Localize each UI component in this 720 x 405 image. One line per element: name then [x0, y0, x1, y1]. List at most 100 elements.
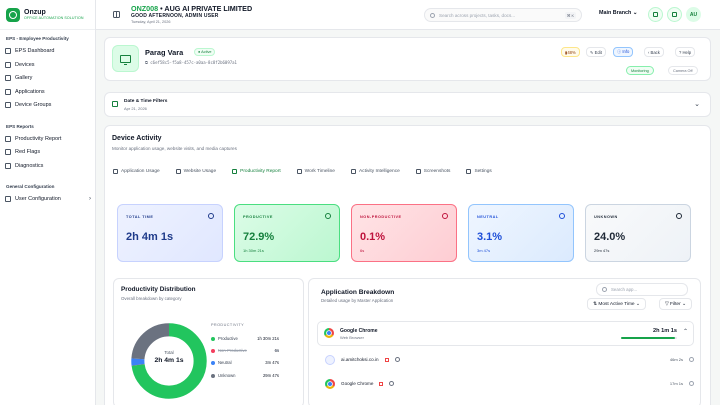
- tab-screenshots[interactable]: Screenshots: [414, 162, 453, 180]
- sidebar-item-devices[interactable]: Devices: [5, 59, 91, 70]
- legend-item-unknown[interactable]: Unknown 29m 47s: [211, 371, 279, 380]
- gear-icon: [466, 168, 472, 174]
- status-badge: ● Active: [194, 48, 216, 56]
- tab-activity-intelligence[interactable]: Activity Intelligence: [349, 162, 402, 180]
- app-progress-bar: [621, 337, 677, 339]
- stat-value: 0.1%: [360, 231, 386, 243]
- flag-icon: [5, 148, 11, 155]
- chevron-up-icon[interactable]: ⌃: [682, 329, 688, 335]
- chrome-icon: [325, 378, 335, 389]
- app-search-input[interactable]: Search app...: [596, 283, 688, 296]
- more-icon[interactable]: [689, 357, 694, 362]
- tab-application-usage[interactable]: Application Usage: [111, 162, 162, 180]
- back-button[interactable]: ‹ Back: [644, 47, 664, 57]
- pulse-icon: [350, 168, 356, 174]
- sidebar-item-label: Device Groups: [15, 101, 52, 108]
- chevron-right-icon: ›: [89, 195, 91, 202]
- brand[interactable]: Onzup OFFICE AUTOMATION SOLUTION: [0, 0, 95, 30]
- stat-neutral: NEUTRAL 3.1% 3m 47s: [468, 204, 574, 262]
- productivity-distribution-card: Productivity Distribution Overall breakd…: [113, 278, 304, 405]
- notifications-button[interactable]: [648, 7, 663, 22]
- list-item[interactable]: Google Chrome 17m 1s: [325, 377, 694, 390]
- brand-logo-icon: [6, 7, 20, 22]
- chevron-down-icon: ⌄: [632, 10, 638, 16]
- sidebar-item-label: EPS Dashboard: [15, 47, 55, 54]
- tab-work-timeline[interactable]: Work Timeline: [295, 162, 337, 180]
- chrome-icon: [324, 328, 334, 338]
- sidebar-item-device-groups[interactable]: Device Groups: [5, 99, 91, 110]
- tab-website-usage[interactable]: Website Usage: [174, 162, 218, 180]
- row-name: Google Chrome: [341, 381, 374, 386]
- legend-title: PRODUCTIVITY: [211, 323, 245, 327]
- search-icon: [602, 287, 607, 292]
- sidebar-item-applications[interactable]: Applications: [5, 86, 91, 97]
- global-search-input[interactable]: Search across projects, tasks, docs... ⌘…: [424, 8, 582, 22]
- application-breakdown-card: Application Breakdown Detailed usage by …: [308, 278, 701, 405]
- search-placeholder: Search across projects, tasks, docs...: [439, 12, 516, 18]
- info-button[interactable]: ⓘ Info: [613, 47, 634, 57]
- more-icon[interactable]: [689, 381, 694, 386]
- clock-icon[interactable]: [389, 381, 395, 386]
- sidebar-item-red-flags[interactable]: Red Flags: [5, 146, 91, 157]
- legend-item-productive[interactable]: Productive 1h 30m 21s: [211, 334, 279, 343]
- bell-icon: [653, 12, 658, 17]
- device-avatar: [112, 45, 139, 72]
- search-icon: [430, 12, 435, 18]
- flag-icon[interactable]: [384, 357, 389, 362]
- filter-select[interactable]: ▽ Filter ⌄: [659, 298, 693, 310]
- legend-item-neutral[interactable]: Neutral 3m 47s: [211, 358, 279, 367]
- sidebar-item-label: Applications: [15, 88, 45, 95]
- row-name: ai.amitchoksi.co.in: [341, 357, 379, 362]
- sidebar-item-gallery[interactable]: Gallery: [5, 72, 91, 83]
- device-uuid[interactable]: ⧉ c6ef58c5-f5a8-457c-a0aa-8c8f2b6097a1: [145, 60, 237, 65]
- current-date: Tuesday, April 21, 2026: [131, 20, 171, 24]
- sidebar-item-user-configuration[interactable]: User Configuration ›: [5, 193, 91, 204]
- donut-slice-neutral[interactable]: [131, 323, 207, 399]
- legend-dot: [211, 336, 215, 341]
- donut-center-value: 2h 4m 1s: [154, 357, 184, 364]
- legend-dot: [211, 348, 215, 353]
- support-button[interactable]: [667, 7, 682, 22]
- date-time-filters[interactable]: Date & Time Filters Apr 21, 2026 ⌄: [104, 92, 711, 117]
- sort-select[interactable]: ⇅ Most Active Time ⌄: [587, 298, 646, 310]
- sidebar-toggle-icon[interactable]: [113, 11, 120, 18]
- stat-non-productive: NON-PRODUCTIVE 0.1% 6s: [351, 204, 457, 262]
- user-avatar[interactable]: AU: [686, 7, 701, 22]
- sidebar-item-eps-dashboard[interactable]: EPS Dashboard: [5, 45, 91, 56]
- list-item[interactable]: ai.amitchoksi.co.in 46m 2s: [325, 353, 694, 366]
- battery-indicator: ▮ 48%: [561, 47, 580, 57]
- sidebar-item-label: Red Flags: [15, 148, 41, 155]
- branch-selector[interactable]: Main Branch ⌄: [599, 10, 637, 16]
- edit-button[interactable]: ✎ Edit: [586, 47, 606, 57]
- sidebar-item-diagnostics[interactable]: Diagnostics: [5, 160, 91, 171]
- sidebar: Onzup OFFICE AUTOMATION SOLUTION EPS - E…: [0, 0, 96, 405]
- stat-sub: 29m 47s: [594, 248, 610, 253]
- camera-off-pill[interactable]: Camera Off: [668, 66, 698, 75]
- activity-subtitle: Monitor application usage, website visit…: [112, 146, 237, 151]
- help-button[interactable]: ? Help: [675, 47, 696, 57]
- filter-icon: [112, 101, 118, 107]
- group-icon: [5, 101, 11, 108]
- sidebar-item-label: Diagnostics: [15, 162, 44, 169]
- org-separator: •: [158, 4, 165, 13]
- breakdown-title: Application Breakdown: [321, 289, 395, 296]
- flag-icon[interactable]: [379, 381, 384, 386]
- monitoring-pill[interactable]: Monitoring: [626, 66, 654, 75]
- row-value: 17m 1s: [669, 381, 683, 386]
- stat-value: 2h 4m 1s: [126, 231, 174, 243]
- legend-dot: [211, 360, 215, 365]
- app-group-google-chrome[interactable]: Google Chrome Web Browser 2h 1m 1s ⌃: [317, 321, 694, 346]
- sidebar-section-eps: EPS - Employee Productivity: [6, 36, 69, 41]
- tab-settings[interactable]: Settings: [464, 162, 493, 180]
- sidebar-item-productivity-report[interactable]: Productivity Report: [5, 133, 91, 144]
- clock-icon[interactable]: [394, 357, 400, 362]
- donut-slice-productive[interactable]: [131, 323, 207, 399]
- tab-productivity-report[interactable]: Productivity Report: [230, 162, 283, 180]
- chevron-down-icon[interactable]: ⌄: [694, 101, 700, 108]
- filters-date: Apr 21, 2026: [124, 106, 147, 111]
- distribution-title: Productivity Distribution: [121, 286, 196, 293]
- legend-item-non-productive[interactable]: Non-Productive 6s: [211, 346, 279, 355]
- app-progress-fill: [621, 337, 676, 339]
- stat-sub: 6s: [360, 248, 365, 253]
- stat-value: 3.1%: [477, 231, 503, 243]
